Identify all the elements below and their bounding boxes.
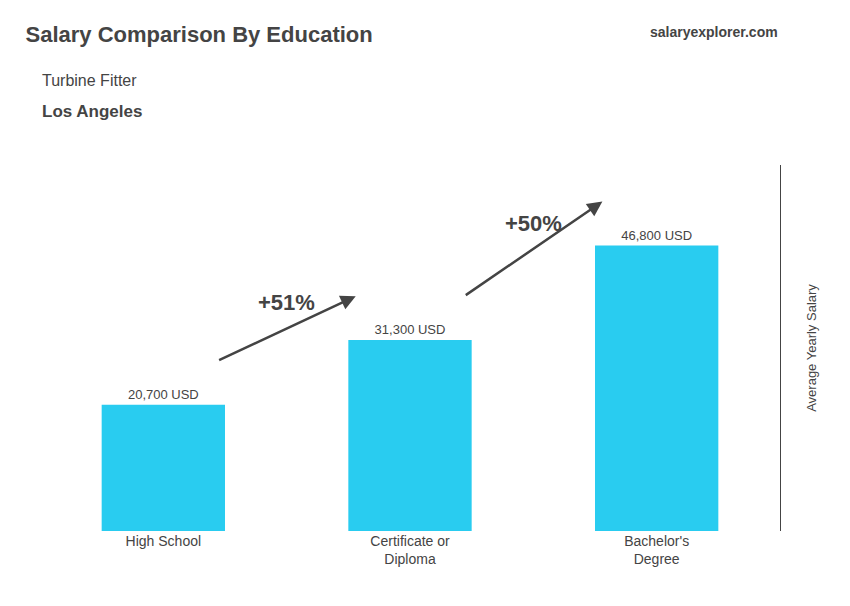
svg-text:Average Yearly Salary: Average Yearly Salary [804,284,819,412]
svg-text:31,300 USD: 31,300 USD [375,322,446,337]
svg-text:Los Angeles: Los Angeles [42,102,142,121]
svg-text:Turbine Fitter: Turbine Fitter [42,72,137,89]
svg-text:High School: High School [126,533,202,549]
svg-text:Bachelor'sDegree: Bachelor'sDegree [624,533,689,567]
svg-text:salaryexplorer.com: salaryexplorer.com [650,24,778,40]
svg-text:Salary Comparison By Education: Salary Comparison By Education [26,22,373,47]
svg-text:20,700 USD: 20,700 USD [128,387,199,402]
svg-text:Certificate orDiploma: Certificate orDiploma [370,533,450,567]
svg-text:+50%: +50% [505,211,562,236]
svg-text:46,800 USD: 46,800 USD [621,228,692,243]
svg-text:+51%: +51% [258,290,315,315]
